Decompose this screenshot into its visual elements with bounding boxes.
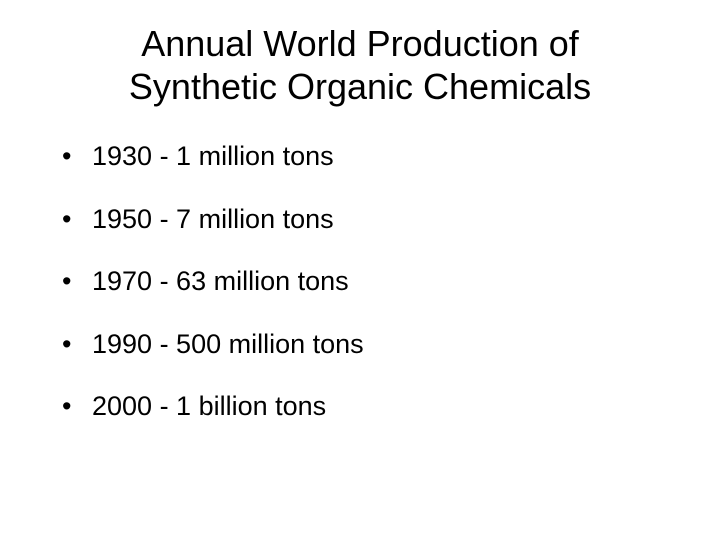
slide-container: Annual World Production of Synthetic Org… bbox=[0, 0, 720, 540]
title-line-1: Annual World Production of bbox=[141, 23, 579, 64]
bullet-text: 2000 - 1 billion tons bbox=[92, 391, 326, 421]
title-line-2: Synthetic Organic Chemicals bbox=[129, 66, 591, 107]
bullet-text: 1950 - 7 million tons bbox=[92, 204, 334, 234]
bullet-text: 1970 - 63 million tons bbox=[92, 266, 349, 296]
bullet-text: 1990 - 500 million tons bbox=[92, 329, 364, 359]
bullet-text: 1930 - 1 million tons bbox=[92, 141, 334, 171]
list-item: 1970 - 63 million tons bbox=[62, 265, 670, 297]
list-item: 2000 - 1 billion tons bbox=[62, 390, 670, 422]
slide-title: Annual World Production of Synthetic Org… bbox=[50, 22, 670, 108]
bullet-list: 1930 - 1 million tons 1950 - 7 million t… bbox=[50, 140, 670, 422]
list-item: 1990 - 500 million tons bbox=[62, 328, 670, 360]
list-item: 1950 - 7 million tons bbox=[62, 203, 670, 235]
list-item: 1930 - 1 million tons bbox=[62, 140, 670, 172]
